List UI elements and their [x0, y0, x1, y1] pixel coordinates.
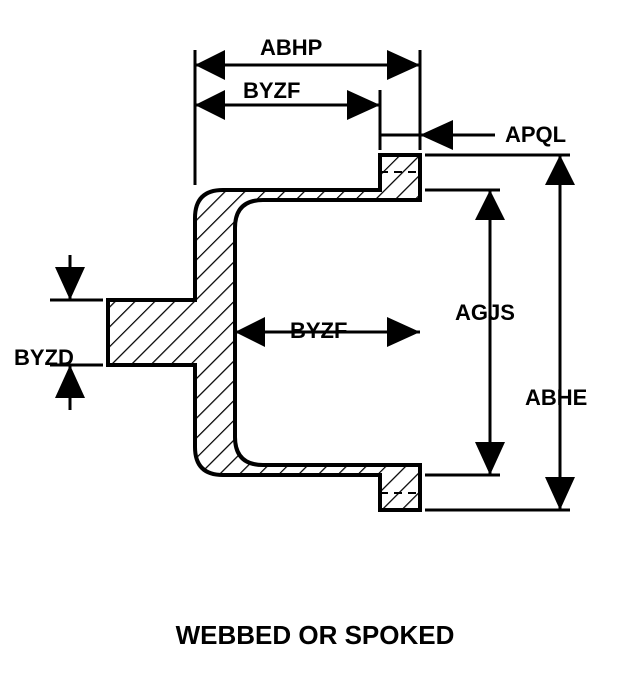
- diagram-container: ABHP BYZF APQL AGJS ABHE BYZF BYZD WEBBE…: [0, 0, 630, 690]
- label-agjs: AGJS: [455, 300, 515, 326]
- diagram-svg: [0, 0, 630, 690]
- label-abhp: ABHP: [260, 35, 322, 61]
- label-byzd: BYZD: [14, 345, 74, 371]
- caption: WEBBED OR SPOKED: [0, 620, 630, 651]
- label-byzf-top: BYZF: [243, 78, 300, 104]
- label-abhe: ABHE: [525, 385, 587, 411]
- label-apql: APQL: [505, 122, 566, 148]
- label-byzf-mid: BYZF: [290, 318, 347, 344]
